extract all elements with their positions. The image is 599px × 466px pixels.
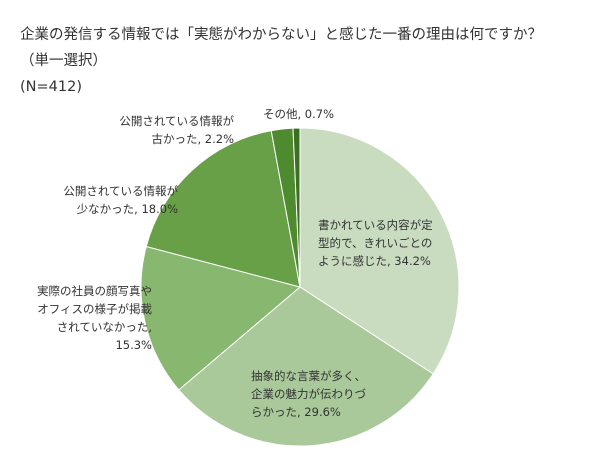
slice-label-4: 公開されている情報が少なかった, 18.0% — [63, 184, 178, 216]
slice-label-2: 抽象的な言葉が多く、企業の魅力が伝わりづらかった, 29.6% — [251, 369, 366, 419]
title-line-1: 企業の発信する情報では「実態がわからない」と感じた一番の理由は何ですか？ — [20, 27, 542, 43]
slice-label-line: ように感じた, 34.2% — [318, 254, 431, 268]
slice-label-3: 実際の社員の顔写真やオフィスの様子が掲載されていなかった, 15.3% — [37, 284, 152, 352]
slice-label-6: その他, 0.7% — [263, 107, 334, 121]
slice-label-line: 抽象的な言葉が多く、 — [251, 369, 366, 383]
slice-label-line: 企業の魅力が伝わりづ — [251, 387, 366, 401]
slice-label-line: 型的で、きれいごとの — [318, 236, 432, 250]
slice-label-1: 書かれている内容が定型的で、きれいごとのように感じた, 34.2% — [318, 218, 433, 268]
slice-label-line: 15.3% — [115, 338, 152, 352]
slice-label-line: 公開されている情報が — [119, 114, 234, 128]
sample-size: (N=412) — [20, 79, 82, 95]
slice-label-line: らかった, 29.6% — [251, 405, 341, 419]
pie-slice-3 — [140, 245, 302, 391]
pie-slice-2 — [178, 286, 434, 447]
pie-slice-4 — [145, 130, 301, 288]
slice-label-line: されていなかった, — [57, 320, 152, 334]
slice-label-5: 公開されている情報が古かった, 2.2% — [119, 114, 234, 146]
chart-title: 企業の発信する情報では「実態がわからない」と感じた一番の理由は何ですか？ （単一… — [20, 22, 590, 100]
slice-label-line: 少なかった, 18.0% — [77, 202, 178, 216]
slice-label-line: 古かった, 2.2% — [151, 132, 234, 146]
slice-label-line: オフィスの様子が掲載 — [37, 302, 152, 316]
title-line-2: （単一選択） — [20, 53, 107, 69]
slice-label-line: 書かれている内容が定 — [318, 218, 433, 232]
slice-label-line: 公開されている情報が — [63, 184, 178, 198]
pie-slice-6 — [292, 127, 301, 288]
slice-label-line: その他, 0.7% — [263, 107, 334, 121]
slice-label-line: 実際の社員の顔写真や — [37, 284, 152, 298]
